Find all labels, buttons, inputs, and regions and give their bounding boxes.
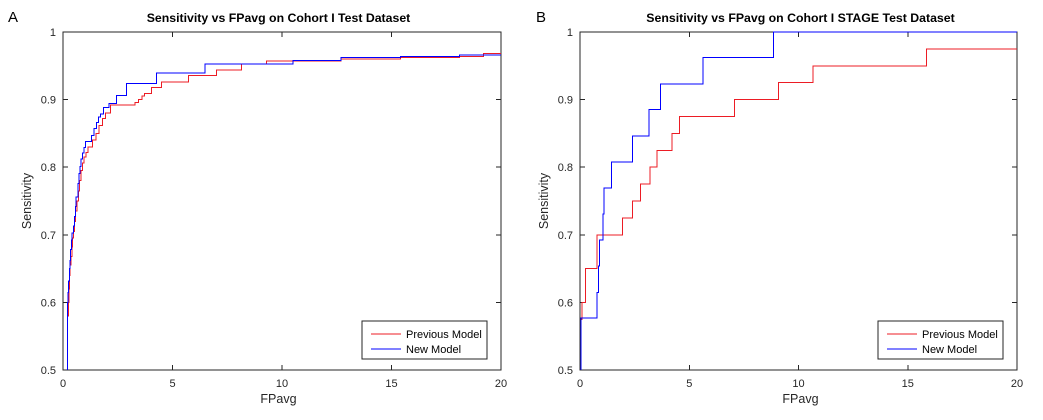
series-new-model [66,54,501,370]
legend-label-new-model: New Model [406,344,461,356]
panel-b-title: Sensitivity vs FPavg on Cohort I STAGE T… [646,11,955,25]
panel-a-x-axis-label: FPavg [260,392,297,406]
panel-a-label: A [8,9,19,26]
x-tick-label: 15 [902,378,914,390]
series-new-model [580,31,1017,370]
y-tick-label: 0.8 [41,162,56,174]
y-tick-label: 0.7 [41,230,56,242]
x-tick-label: 20 [1011,378,1023,390]
y-tick-label: 0.6 [41,297,56,309]
y-tick-label: 0.6 [558,297,573,309]
x-tick-label: 10 [276,378,288,390]
y-tick-label: 0.5 [558,365,573,377]
series-previous-model [580,48,1017,370]
panel-b: B Sensitivity vs FPavg on Cohort I STAGE… [522,0,1043,420]
y-tick-label: 0.8 [558,162,573,174]
legend-box [877,320,1004,360]
x-tick-label: 5 [169,378,175,390]
panel-a: A Sensitivity vs FPavg on Cohort I Test … [0,0,521,420]
x-tick-label: 0 [577,378,583,390]
panel-a-title: Sensitivity vs FPavg on Cohort I Test Da… [146,11,411,25]
panel-a-plot-area: 0 5 10 15 20 0.5 0.6 0.7 0.8 0.9 1 Previous Model Ne… [41,27,507,390]
x-tick-label: 20 [495,378,507,390]
y-tick-label: 1 [567,27,573,39]
x-tick-label: 0 [60,378,66,390]
panel-b-label: B [536,9,547,26]
panel-b-x-axis-label: FPavg [782,392,819,406]
x-tick-label: 10 [792,378,804,390]
legend-label-new-model: New Model [922,344,977,356]
axes-box [62,31,502,371]
x-tick-label: 5 [686,378,692,390]
y-tick-label: 0.9 [41,95,56,107]
panel-b-plot-area: 0 5 10 15 20 0.5 0.6 0.7 0.8 0.9 1 Previous Model Ne… [558,27,1023,390]
y-tick-label: 1 [50,27,56,39]
x-tick-label: 15 [385,378,397,390]
legend-box [361,320,488,360]
y-tick-label: 0.7 [558,230,573,242]
y-tick-label: 0.9 [558,95,573,107]
legend-label-previous-model: Previous Model [922,329,998,341]
legend-label-previous-model: Previous Model [406,329,482,341]
y-tick-label: 0.5 [41,365,56,377]
